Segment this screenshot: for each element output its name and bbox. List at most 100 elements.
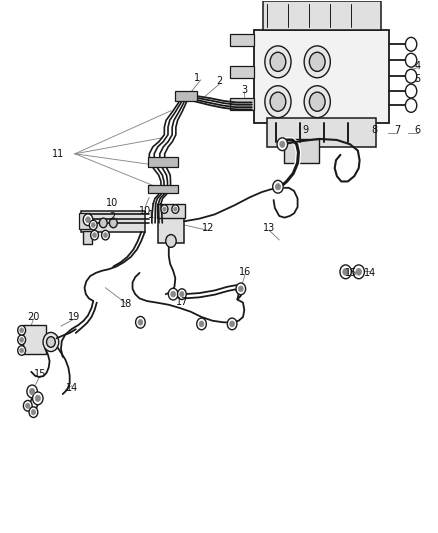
Circle shape	[168, 288, 178, 300]
Circle shape	[309, 52, 325, 71]
Text: 20: 20	[27, 312, 39, 322]
Bar	[148, 157, 178, 166]
Bar	[285, 139, 319, 163]
Circle shape	[43, 333, 59, 352]
Circle shape	[356, 268, 361, 275]
Circle shape	[270, 92, 286, 111]
Circle shape	[265, 86, 291, 118]
Circle shape	[172, 205, 179, 213]
Circle shape	[280, 141, 285, 148]
Circle shape	[166, 235, 176, 247]
Bar	[158, 206, 184, 243]
Circle shape	[138, 319, 143, 325]
Circle shape	[161, 205, 168, 213]
Text: 7: 7	[394, 125, 400, 135]
Bar	[148, 184, 178, 193]
Circle shape	[35, 395, 40, 401]
Circle shape	[103, 233, 107, 238]
Circle shape	[343, 268, 349, 275]
Circle shape	[162, 207, 166, 211]
Bar	[230, 98, 254, 110]
Circle shape	[20, 337, 24, 342]
Bar	[254, 30, 389, 123]
Circle shape	[23, 400, 32, 411]
Circle shape	[18, 346, 25, 356]
Circle shape	[406, 69, 417, 83]
Text: 6: 6	[415, 125, 421, 135]
Text: 14: 14	[364, 268, 376, 278]
Circle shape	[236, 283, 246, 295]
Text: 15: 15	[34, 369, 46, 379]
Circle shape	[406, 99, 417, 112]
Circle shape	[102, 230, 110, 240]
Circle shape	[340, 265, 351, 279]
Bar	[175, 91, 197, 101]
Bar	[156, 204, 185, 217]
Text: 13: 13	[263, 223, 276, 233]
Text: 14: 14	[66, 383, 78, 393]
Circle shape	[110, 218, 117, 228]
Circle shape	[20, 348, 24, 353]
Text: 2: 2	[109, 212, 115, 222]
Text: 5: 5	[414, 74, 421, 84]
Circle shape	[238, 286, 243, 292]
Bar	[230, 66, 254, 78]
Text: 2: 2	[216, 77, 222, 86]
Circle shape	[32, 392, 43, 405]
Circle shape	[27, 385, 37, 398]
Circle shape	[29, 388, 35, 394]
Circle shape	[273, 180, 283, 193]
Circle shape	[83, 214, 93, 225]
Text: 4: 4	[415, 61, 421, 70]
Circle shape	[406, 53, 417, 67]
Circle shape	[353, 265, 364, 279]
Circle shape	[46, 337, 55, 348]
Text: 10: 10	[106, 198, 118, 208]
Bar	[263, 1, 381, 30]
Circle shape	[406, 37, 417, 51]
Text: 3: 3	[241, 85, 247, 95]
Circle shape	[99, 218, 107, 228]
Circle shape	[136, 317, 145, 328]
Circle shape	[173, 207, 177, 211]
Circle shape	[197, 318, 206, 330]
Text: 11: 11	[52, 149, 64, 159]
Circle shape	[277, 138, 288, 151]
Circle shape	[89, 220, 97, 230]
Bar	[23, 325, 46, 354]
Bar	[267, 118, 376, 147]
Circle shape	[304, 46, 330, 78]
Bar	[79, 213, 90, 229]
Circle shape	[29, 407, 38, 417]
Circle shape	[199, 321, 204, 327]
Text: 17: 17	[176, 297, 188, 307]
Circle shape	[91, 230, 99, 240]
Circle shape	[85, 217, 90, 223]
Circle shape	[91, 223, 95, 228]
Text: 18: 18	[120, 298, 133, 309]
Text: 1: 1	[194, 73, 200, 83]
Bar	[230, 34, 254, 46]
Circle shape	[18, 335, 25, 345]
Text: 16: 16	[239, 267, 251, 277]
Circle shape	[276, 183, 281, 190]
Circle shape	[265, 46, 291, 78]
Circle shape	[18, 326, 25, 335]
Circle shape	[20, 328, 24, 333]
Circle shape	[177, 289, 186, 300]
Circle shape	[406, 84, 417, 98]
Circle shape	[31, 409, 35, 415]
Text: 19: 19	[68, 312, 80, 322]
Circle shape	[309, 92, 325, 111]
Circle shape	[25, 403, 30, 408]
Circle shape	[230, 321, 234, 327]
Circle shape	[227, 318, 237, 330]
Bar	[81, 211, 145, 232]
Text: 15: 15	[345, 268, 357, 278]
Text: 12: 12	[202, 223, 214, 233]
Text: 8: 8	[372, 125, 378, 135]
Circle shape	[304, 86, 330, 118]
Text: 10: 10	[139, 206, 151, 216]
Bar	[83, 231, 92, 244]
Circle shape	[180, 292, 184, 297]
